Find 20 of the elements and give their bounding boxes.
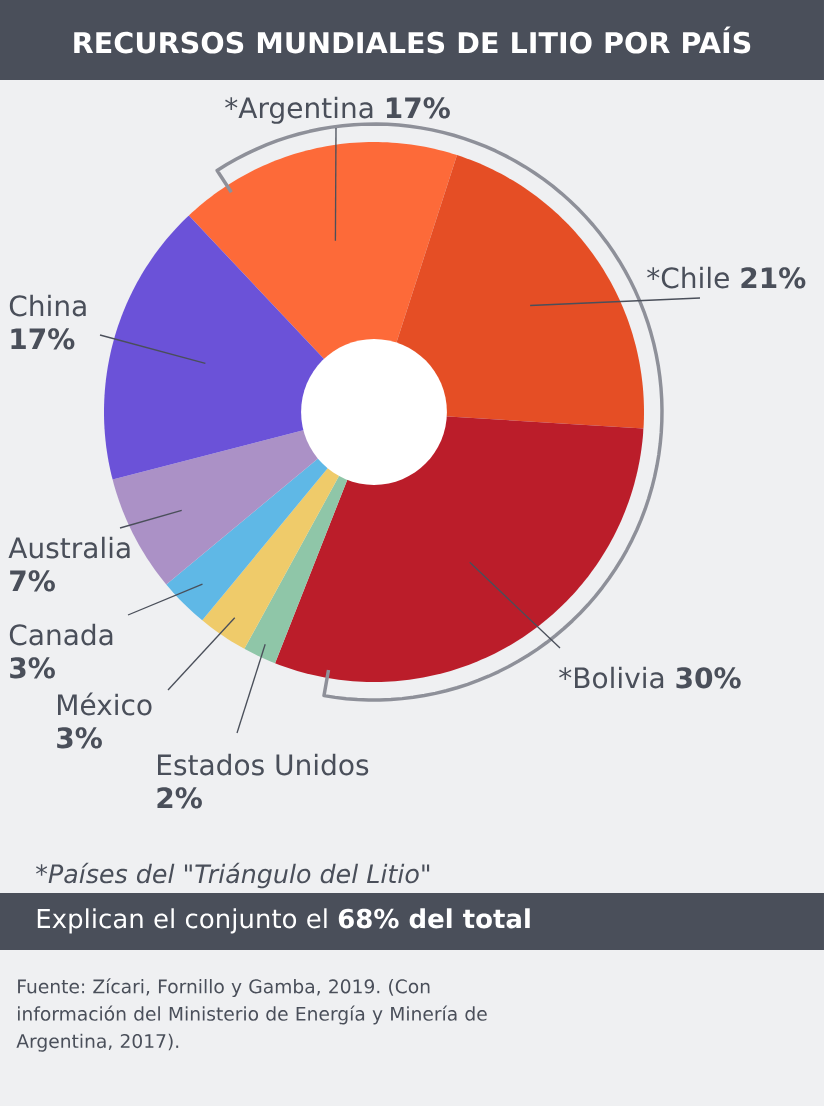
data-label: 3% [57, 727, 102, 749]
slice-label: China [9, 294, 86, 317]
text: Explican el conjunto el 68% del total [37, 908, 530, 934]
data-label: 7% [10, 570, 55, 592]
source-note: Fuente: Zícari, Fornillo y Gamba, 2019. (Con información del Ministerio de Energía y Minería de Argentina, 2017). [16, 978, 487, 1052]
text: *Países del "Triángulo del Litio" [36, 862, 430, 889]
data-label: 17% [386, 97, 450, 119]
data-label: 3% [10, 657, 55, 679]
slice-label: *Bolivia [559, 666, 664, 689]
slice-label: *Argentina [225, 96, 373, 124]
data-label: 17% [11, 328, 75, 350]
slice-label: Canada [9, 623, 113, 646]
data-label: 2% [157, 787, 202, 809]
chart-title: RECURSOS MUNDIALES DE LITIO POR PAÍS [74, 26, 751, 54]
data-label: 30% [676, 667, 741, 689]
slice-label: *Chile [647, 266, 729, 289]
slice-label: Australia [8, 536, 130, 559]
slice-label: México [58, 692, 152, 716]
data-label: 21% [741, 267, 806, 289]
slice-label: Estados Unidos [158, 753, 369, 776]
